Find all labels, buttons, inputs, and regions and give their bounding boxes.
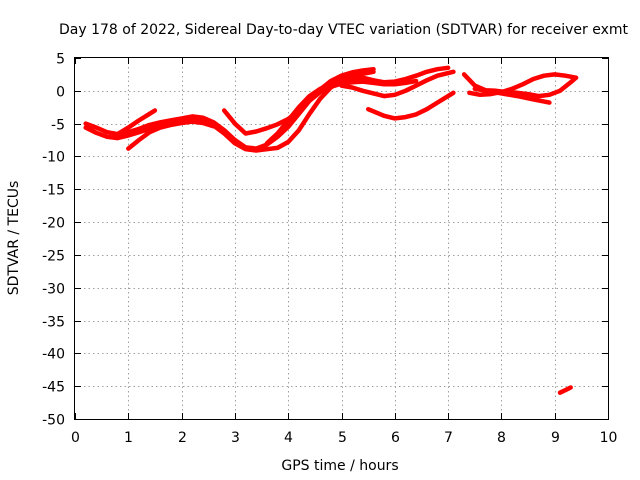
series-arc-9 (365, 90, 456, 121)
plot-frame (74, 57, 609, 420)
y-tick-label: -50 (42, 413, 65, 429)
series-arc-2 (83, 69, 376, 153)
series-group (83, 65, 579, 395)
y-tick-label: -45 (42, 380, 65, 396)
y-tick-label: 5 (56, 52, 65, 68)
x-tick-label: 8 (497, 430, 506, 446)
y-tick-label: -20 (42, 216, 65, 232)
series-arc-13 (557, 385, 573, 395)
y-tick-label: -5 (51, 118, 65, 134)
y-axis-label: SDTVAR / TECUs (6, 181, 22, 296)
series-arc-7 (339, 65, 451, 85)
x-tick-label: 1 (124, 430, 133, 446)
x-tick-label: 9 (551, 430, 560, 446)
series-arc-4 (115, 108, 158, 137)
y-tick-label: 0 (56, 85, 65, 101)
x-tick-label: 6 (391, 430, 400, 446)
y-tick-label: -35 (42, 315, 65, 331)
x-tick-label: 4 (284, 430, 293, 446)
y-tick-label: -15 (42, 183, 65, 199)
chart-title: Day 178 of 2022, Sidereal Day-to-day VTE… (59, 22, 629, 38)
grid (75, 58, 608, 419)
x-tick-label: 0 (71, 430, 80, 446)
series-arc-6 (264, 78, 419, 146)
x-tick-label: 2 (178, 430, 187, 446)
x-tick-label: 7 (444, 430, 453, 446)
y-tick-label: -30 (42, 282, 65, 298)
series-arc-8 (339, 69, 456, 99)
x-tick-label: 5 (338, 430, 347, 446)
axis-ticks: 0 1 2 3 4 5 6 7 8 9 10 5 0 -5 -10 -15 -20 -25 -30 -35 -40 -45… (42, 52, 617, 447)
x-tick-label: 10 (600, 430, 618, 446)
series-arc-12 (472, 86, 552, 105)
y-tick-label: -40 (42, 347, 65, 363)
y-tick-label: -10 (42, 150, 65, 166)
series-arc-11 (467, 72, 579, 98)
series-arc-3 (126, 119, 216, 151)
y-tick-label: -25 (42, 249, 65, 265)
x-tick-label: 3 (231, 430, 240, 446)
x-axis-label: GPS time / hours (281, 458, 398, 474)
